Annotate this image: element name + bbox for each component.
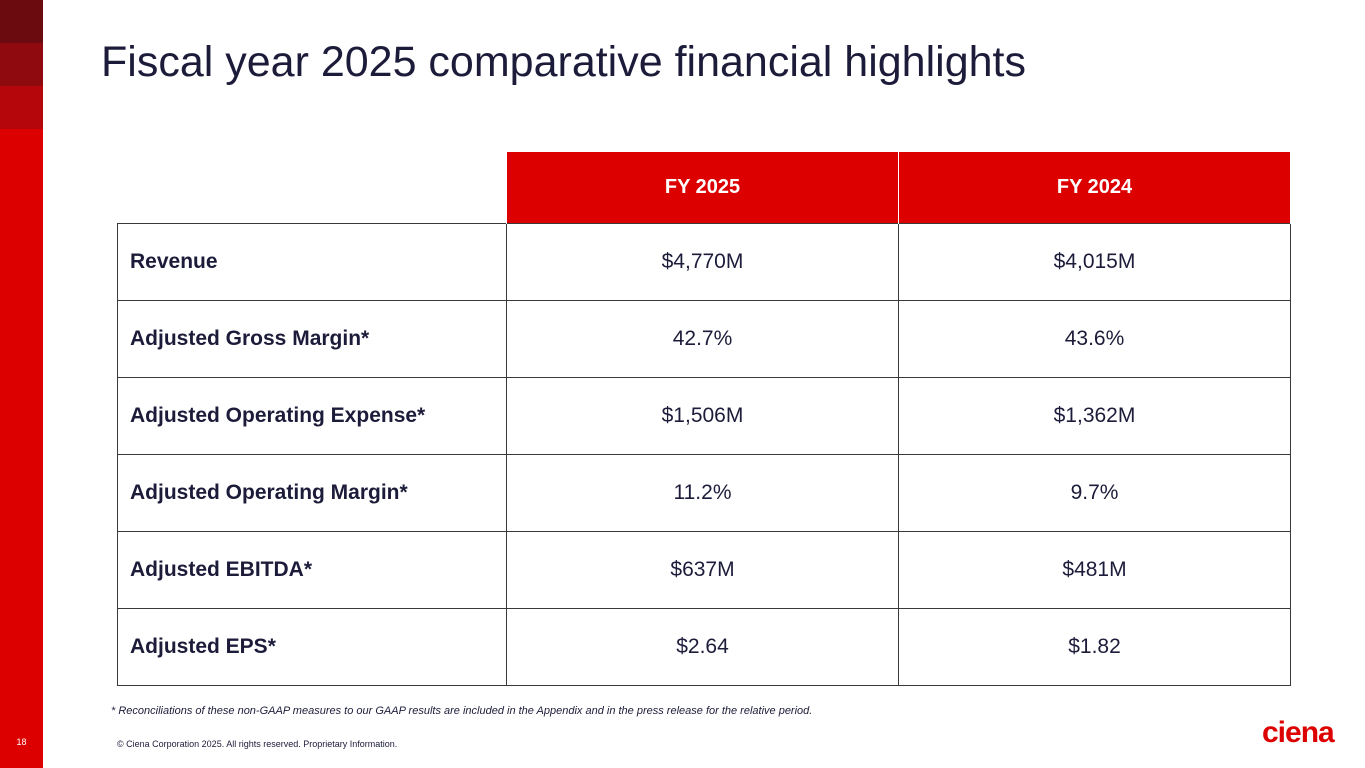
- value-fy2024: $1,362M: [898, 376, 1291, 455]
- row-label: Adjusted Operating Expense*: [117, 376, 507, 455]
- table-row: Revenue $4,770M $4,015M: [117, 222, 1291, 301]
- value-fy2024: $1.82: [898, 607, 1291, 686]
- value-fy2025: $637M: [506, 530, 899, 609]
- slide-title: Fiscal year 2025 comparative financial h…: [101, 38, 1026, 86]
- table-row: Adjusted Operating Expense* $1,506M $1,3…: [117, 376, 1291, 455]
- table-header-row: FY 2025 FY 2024: [117, 152, 1291, 223]
- header-fy2025: FY 2025: [506, 152, 899, 223]
- value-fy2024: $481M: [898, 530, 1291, 609]
- row-label: Revenue: [117, 222, 507, 301]
- header-fy2024: FY 2024: [898, 152, 1291, 223]
- page-number: 18: [16, 737, 27, 747]
- header-blank-cell: [117, 152, 507, 223]
- value-fy2025: $2.64: [506, 607, 899, 686]
- side-accent-bar: 18: [0, 0, 43, 768]
- row-label: Adjusted EPS*: [117, 607, 507, 686]
- copyright-notice: © Ciena Corporation 2025. All rights res…: [117, 739, 398, 749]
- value-fy2025: $4,770M: [506, 222, 899, 301]
- row-label: Adjusted EBITDA*: [117, 530, 507, 609]
- row-label: Adjusted Gross Margin*: [117, 299, 507, 378]
- value-fy2024: 9.7%: [898, 453, 1291, 532]
- accent-block-medium: [0, 43, 43, 86]
- accent-block-light: [0, 86, 43, 129]
- value-fy2025: $1,506M: [506, 376, 899, 455]
- row-label: Adjusted Operating Margin*: [117, 453, 507, 532]
- financial-highlights-table: FY 2025 FY 2024 Revenue $4,770M $4,015M …: [117, 152, 1291, 686]
- value-fy2024: 43.6%: [898, 299, 1291, 378]
- table-row: Adjusted Gross Margin* 42.7% 43.6%: [117, 299, 1291, 378]
- value-fy2025: 42.7%: [506, 299, 899, 378]
- table-row: Adjusted EBITDA* $637M $481M: [117, 530, 1291, 609]
- value-fy2024: $4,015M: [898, 222, 1291, 301]
- footnote: * Reconciliations of these non-GAAP meas…: [111, 705, 813, 717]
- ciena-logo: ciena: [1262, 716, 1335, 749]
- accent-block-dark: [0, 0, 43, 43]
- table-row: Adjusted EPS* $2.64 $1.82: [117, 607, 1291, 686]
- value-fy2025: 11.2%: [506, 453, 899, 532]
- table-row: Adjusted Operating Margin* 11.2% 9.7%: [117, 453, 1291, 532]
